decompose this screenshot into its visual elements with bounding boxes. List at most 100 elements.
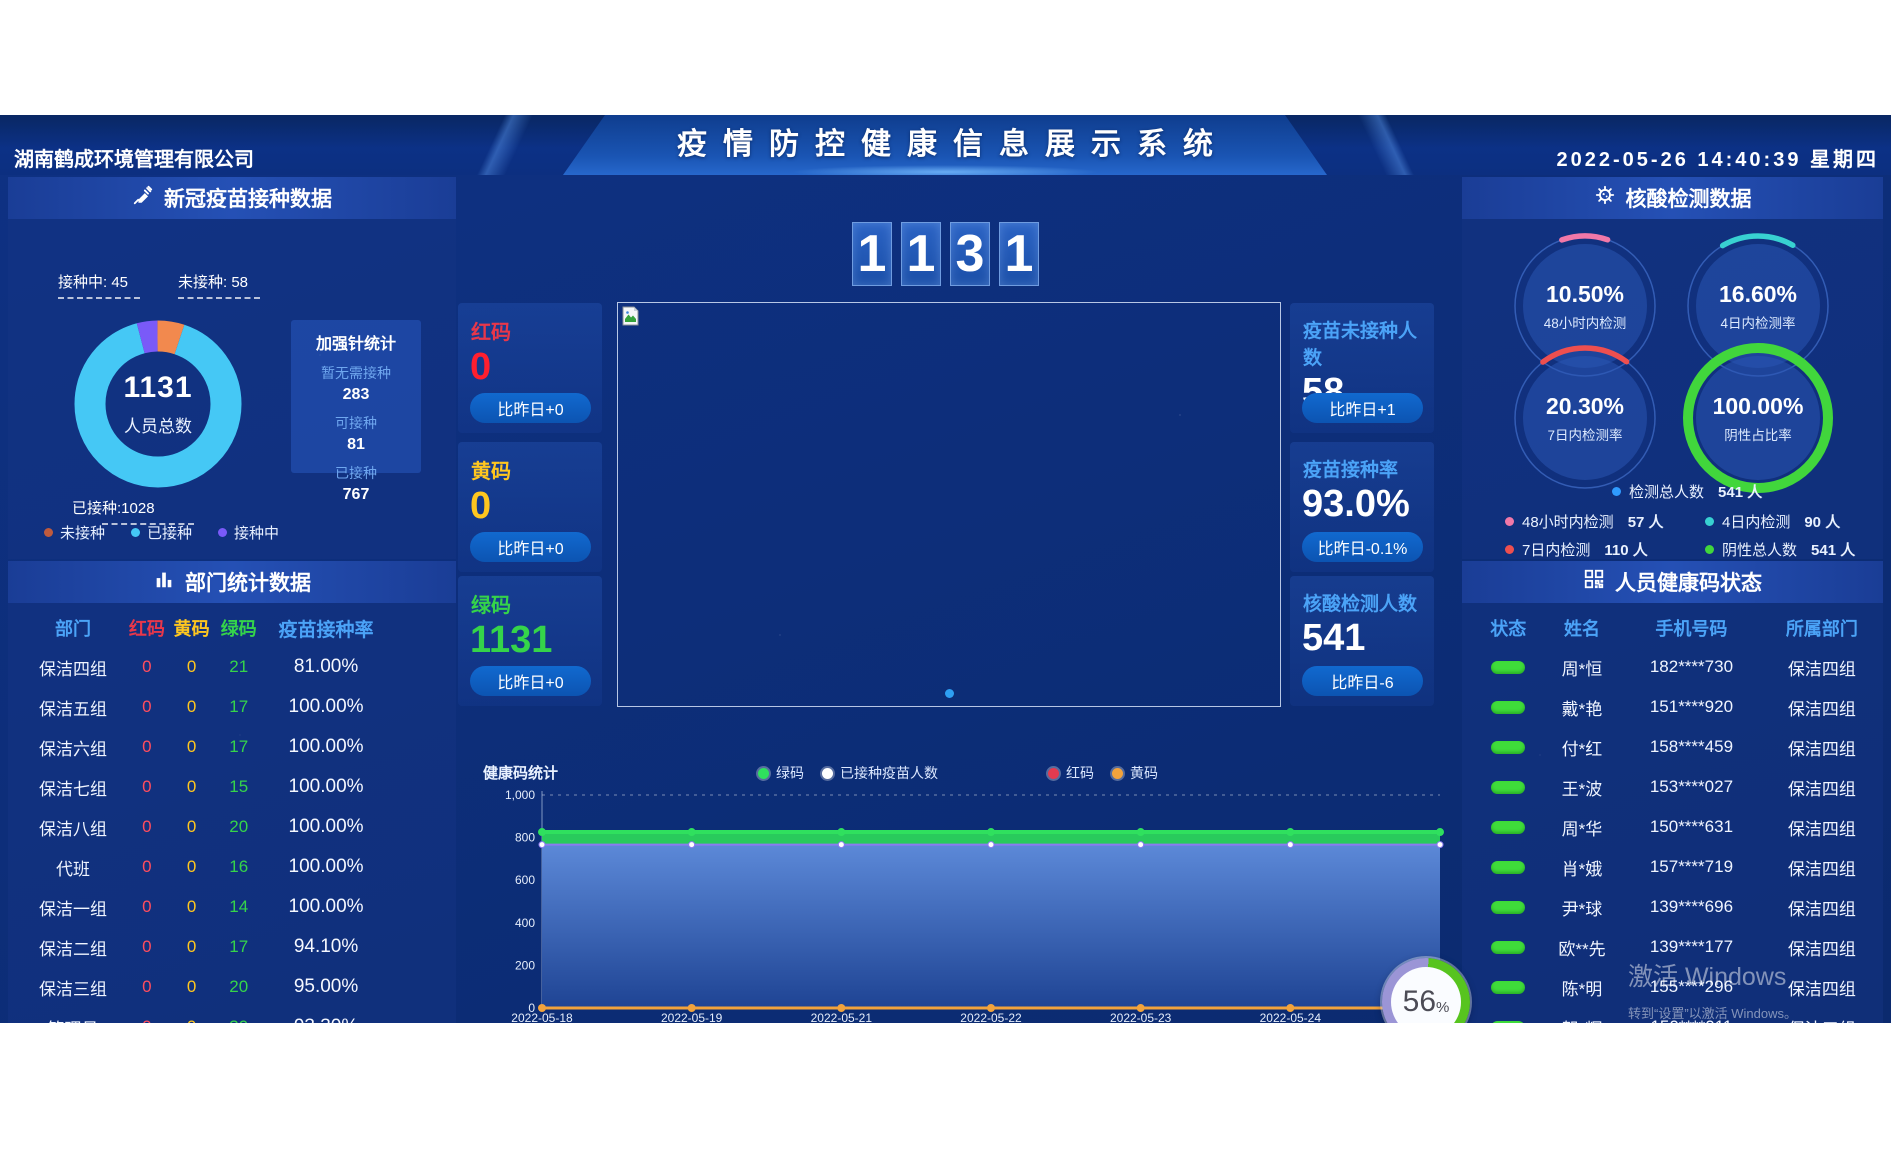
table-row: 肖*娥 157****719 保洁四组	[1462, 847, 1883, 887]
cell: 95.00%	[293, 976, 359, 997]
table-row: 贺*辉150****011保洁五组	[1462, 1007, 1883, 1023]
cell: 0	[142, 937, 152, 956]
column-header: 姓名	[1563, 619, 1600, 639]
cell: 150****011	[1622, 1017, 1761, 1023]
booster-item-label: 暂无需接种	[321, 365, 391, 381]
cell: 157****719	[1649, 857, 1734, 876]
bar-chart-icon	[153, 568, 175, 596]
table-row: 周*华 150****631 保洁四组	[1462, 807, 1883, 847]
green-status-badge	[1491, 1021, 1526, 1023]
unvaccinated-count-card: 疫苗未接种人数 58 比昨日+1	[1290, 303, 1434, 433]
cell: 0	[142, 897, 152, 916]
vaccination-rate-card: 疫苗接种率 93.0% 比昨日-0.1%	[1290, 442, 1434, 572]
map-container[interactable]	[617, 302, 1281, 707]
status-cell	[1475, 777, 1542, 797]
cell: 100.00%	[288, 736, 364, 757]
cell: 保洁三组	[38, 979, 107, 999]
legend-item: 已接种	[131, 522, 192, 543]
card-value: 0	[470, 346, 492, 388]
cell: 17	[229, 737, 249, 756]
chart-legend-dot	[1048, 767, 1059, 779]
department-table-body: 保洁四组 0 0 21 81.00% 保洁五组 0 0 17 100.00% 保洁六组 0 0 17 100…	[8, 647, 456, 1023]
cell: 0	[186, 697, 197, 716]
company-name: 湖南鹤成环境管理有限公司	[14, 149, 254, 171]
callout-vaccinated: 已接种:1028	[72, 497, 194, 525]
column-header: 绿码	[220, 619, 257, 639]
legend-item: 未接种	[44, 522, 105, 543]
column-header: 黄码	[173, 619, 210, 639]
legend-dot	[1705, 545, 1714, 554]
gauge-text: 10.50% 48小时内检测	[1510, 231, 1660, 381]
legend-dot	[1505, 545, 1514, 554]
table-row: 王*波 153****027 保洁四组	[1462, 767, 1883, 807]
booster-item-value: 283	[342, 386, 370, 403]
map-marker-dot	[945, 689, 954, 698]
nucleic-legend-item: 阴性总人数 541 人	[1705, 539, 1855, 559]
cell: 周*恒	[1561, 659, 1603, 679]
card-value: 1131	[470, 619, 553, 661]
cell: 保洁二组	[38, 939, 107, 959]
cell: 0	[186, 857, 197, 876]
panel-department-header: 部门统计数据	[8, 561, 456, 603]
nucleic-legend-item: 7日内检测 110 人	[1505, 539, 1648, 559]
chart-legend-item: 红码	[1048, 763, 1094, 783]
yellow-code-card: 黄码 0 比昨日+0	[458, 442, 602, 572]
cell: 保洁四组	[38, 659, 107, 679]
panel-department-stats: 部门统计数据 部门 红码 黄码 绿码 疫苗接种率 保洁四组 0 0 21 81.00% 保洁五组 0…	[8, 561, 456, 1023]
card-label: 疫苗未接种人数	[1303, 321, 1418, 369]
cell: 0	[142, 977, 152, 996]
cell: 139****696	[1649, 897, 1734, 916]
status-cell	[1475, 857, 1542, 877]
cell: 保洁八组	[38, 819, 107, 839]
cell: 15	[229, 777, 249, 796]
donut-center-label: 1131 人员总数	[63, 309, 253, 499]
green-status-badge	[1491, 981, 1526, 995]
table-row: 欧**先 139****177 保洁四组	[1462, 927, 1883, 967]
status-cell	[1475, 697, 1542, 717]
cell: 100.00%	[288, 776, 364, 797]
gauge-48小时内检测: 10.50% 48小时内检测	[1510, 231, 1660, 381]
gauge-阴性占比率: 100.00% 阴性占比率	[1683, 343, 1833, 493]
column-header: 手机号码	[1655, 619, 1728, 639]
chart-legend-item: 黄码	[1112, 763, 1158, 783]
column-header: 部门	[54, 619, 91, 639]
status-cell	[1475, 897, 1542, 917]
cell: 0	[186, 937, 197, 956]
delta-badge: 比昨日-6	[1302, 666, 1423, 696]
loading-progress-value: 56%	[1402, 985, 1450, 1018]
cell: 93.30%	[263, 1016, 388, 1023]
cell: 0	[142, 697, 152, 716]
cell: 0	[142, 857, 152, 876]
cell: 保洁四组	[1787, 699, 1856, 719]
svg-text:0: 0	[528, 1001, 535, 1015]
callout-vaccinating: 接种中: 45	[58, 271, 140, 299]
broken-image-icon	[621, 306, 641, 331]
panel-health-code-status: 人员健康码状态 状态 姓名 手机号码 所属部门 周*恒 182****730 保洁四组 戴*…	[1462, 561, 1883, 1023]
gauge-label: 阴性占比率	[1724, 427, 1792, 443]
counter-digit: 1	[999, 222, 1039, 286]
svg-text:400: 400	[515, 916, 535, 930]
svg-text:2022-05-23: 2022-05-23	[1110, 1011, 1172, 1023]
cell: 代班	[55, 859, 90, 879]
svg-text:1,000: 1,000	[505, 788, 535, 802]
cell: 14	[229, 897, 249, 916]
red-code-card: 红码 0 比昨日+0	[458, 303, 602, 433]
gauge-percent: 16.60%	[1718, 280, 1797, 307]
cell: 182****730	[1649, 657, 1734, 676]
department-table-header: 部门 红码 黄码 绿码 疫苗接种率	[8, 615, 456, 642]
card-value: 0	[470, 485, 492, 527]
legend-dot	[218, 528, 228, 537]
status-cell	[1475, 737, 1542, 757]
cell: 肖*娥	[1561, 859, 1603, 879]
cell: 16	[229, 857, 249, 876]
svg-text:2022-05-19: 2022-05-19	[661, 1011, 723, 1023]
cell: 保洁七组	[38, 779, 107, 799]
green-status-badge	[1491, 941, 1526, 955]
gauge-label: 48小时内检测	[1543, 315, 1627, 331]
gauge-percent: 10.50%	[1545, 280, 1624, 307]
panel-department-title: 部门统计数据	[185, 572, 311, 595]
cell: 保洁四组	[1787, 739, 1856, 759]
vaccine-donut-chart: 1131 人员总数	[63, 309, 253, 499]
cell: 保洁四组	[1787, 979, 1856, 999]
cell: 0	[142, 777, 152, 796]
